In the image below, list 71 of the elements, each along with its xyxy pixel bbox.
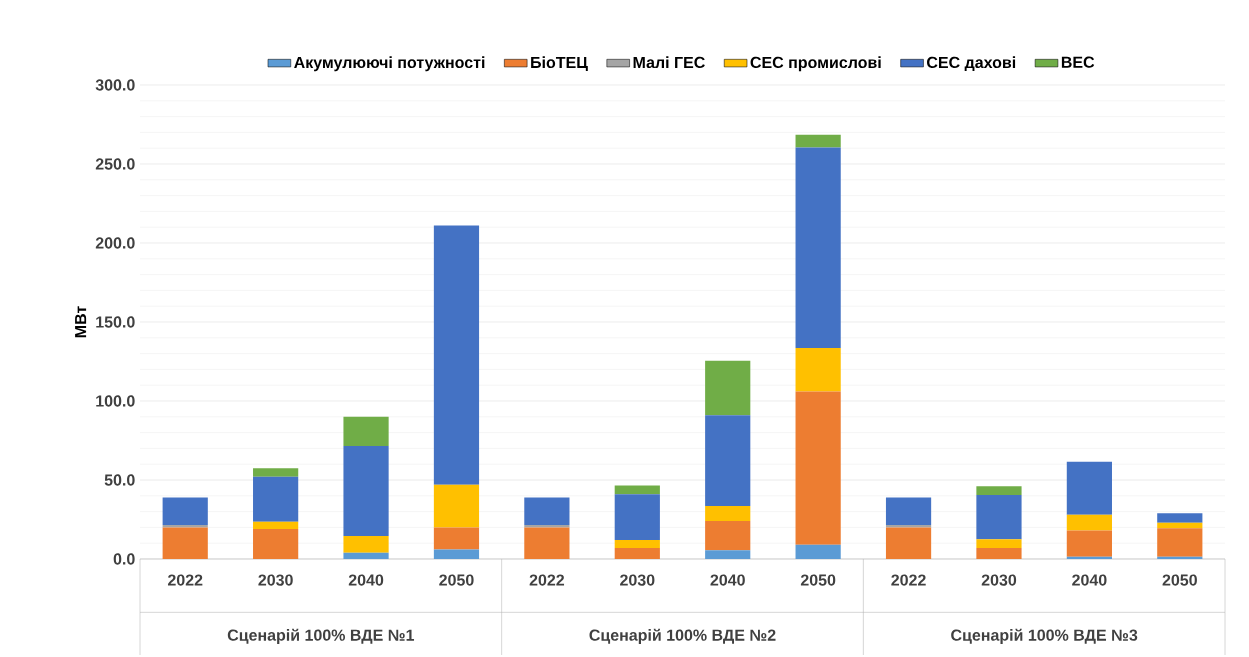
bar (976, 486, 1022, 496)
bar (162, 527, 208, 559)
bar (976, 547, 1022, 559)
bar (433, 484, 480, 528)
x-tick-label: 2050 (1162, 574, 1197, 586)
legend-label: Акумулюючі потужності (294, 56, 485, 72)
legend-label: БіоТЕЦ (531, 56, 588, 72)
bar (433, 527, 480, 550)
bar (1066, 514, 1112, 531)
legend-label: СЕС промислові (750, 56, 881, 72)
bar (976, 495, 1022, 540)
bar (343, 552, 389, 559)
bar (705, 521, 751, 551)
x-tick-label: 2030 (620, 574, 655, 586)
bar (343, 416, 389, 447)
bar (795, 391, 841, 545)
bar (614, 494, 660, 541)
bar (1157, 513, 1203, 523)
bar (705, 415, 751, 507)
bar (705, 360, 751, 416)
legend-label: Малі ГЕС (633, 56, 705, 69)
bar (976, 539, 1022, 548)
text: Сценарій 100% ВДЕ №2 (589, 628, 776, 644)
bar (614, 547, 660, 559)
bar (1066, 530, 1112, 557)
bar (1157, 522, 1203, 529)
x-tick-label: 2022 (529, 574, 565, 586)
y-tick-label: 150.0 (96, 316, 135, 328)
y-tick-label: 100.0 (96, 395, 135, 407)
bar (253, 468, 299, 477)
x-tick-label: 2050 (800, 574, 836, 586)
bar (614, 540, 660, 548)
bar (795, 544, 841, 559)
bar (795, 348, 841, 392)
y-tick-label: 300.0 (95, 79, 135, 91)
bar (433, 225, 480, 485)
x-tick-label: 2030 (981, 574, 1017, 586)
y-tick-label: 200.0 (95, 237, 135, 249)
x-tick-label: 2050 (439, 574, 474, 586)
bar (885, 527, 932, 559)
legend-label: СЕС дахові (927, 56, 1016, 72)
y-axis-title: МВт (75, 306, 87, 338)
x-tick-label: 2030 (258, 574, 293, 586)
bar (885, 497, 932, 526)
bar (524, 527, 570, 559)
x-tick-label: 2040 (1072, 574, 1107, 586)
legend-label: ВЕС (1061, 56, 1095, 68)
bar (795, 134, 841, 148)
bar (343, 536, 389, 553)
text: Сценарій 100% ВДЕ №3 (951, 628, 1138, 644)
bar (524, 497, 570, 526)
bar (705, 506, 751, 522)
bar (433, 549, 480, 559)
y-tick-label: 250.0 (95, 158, 135, 170)
x-tick-label: 2022 (891, 574, 926, 586)
y-tick-label: 50.0 (104, 474, 135, 486)
bar (705, 550, 751, 559)
bar (614, 485, 660, 495)
bar (253, 521, 299, 529)
x-tick-label: 2040 (348, 574, 384, 586)
text: Сценарій 100% ВДЕ №1 (227, 628, 415, 644)
bar (1157, 528, 1203, 557)
bar (343, 446, 389, 537)
bar (162, 497, 208, 526)
bar (253, 476, 299, 522)
y-tick-label: 0.0 (113, 553, 135, 565)
bar (1066, 461, 1112, 515)
x-tick-label: 2022 (167, 574, 203, 586)
bar (795, 147, 841, 349)
bar (253, 528, 299, 559)
x-tick-label: 2040 (710, 574, 745, 586)
